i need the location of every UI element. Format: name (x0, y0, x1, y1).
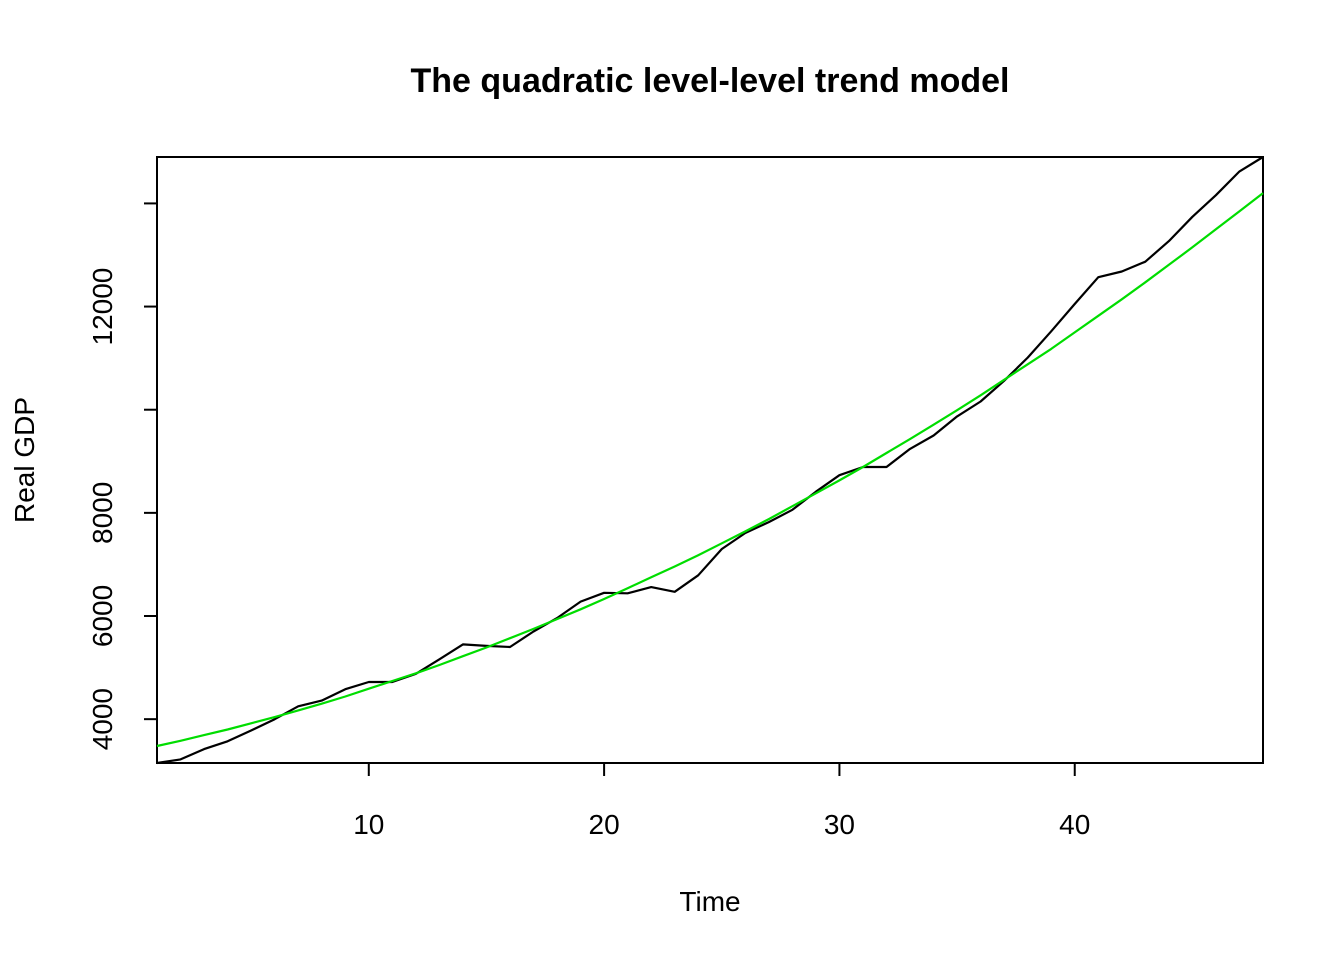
chart-title: The quadratic level-level trend model (411, 62, 1010, 100)
x-tick-label: 20 (589, 809, 620, 840)
y-tick-label: 8000 (87, 482, 118, 544)
y-tick-label: 6000 (87, 585, 118, 647)
y-tick-label: 12000 (87, 268, 118, 346)
y-axis-label: Real GDP (9, 397, 40, 523)
x-tick-label: 40 (1059, 809, 1090, 840)
x-tick-label: 30 (824, 809, 855, 840)
y-axis: 4000 6000 8000 12000 (87, 202, 157, 750)
x-axis-label: Time (679, 886, 740, 917)
plot-frame (156, 156, 1264, 764)
x-axis: 10 20 30 40 (353, 763, 1090, 840)
y-tick-label: 4000 (87, 688, 118, 750)
x-tick-label: 10 (353, 809, 384, 840)
series-line-trend (156, 192, 1264, 748)
series-layer (156, 156, 1264, 765)
series-line-actual (156, 156, 1264, 765)
